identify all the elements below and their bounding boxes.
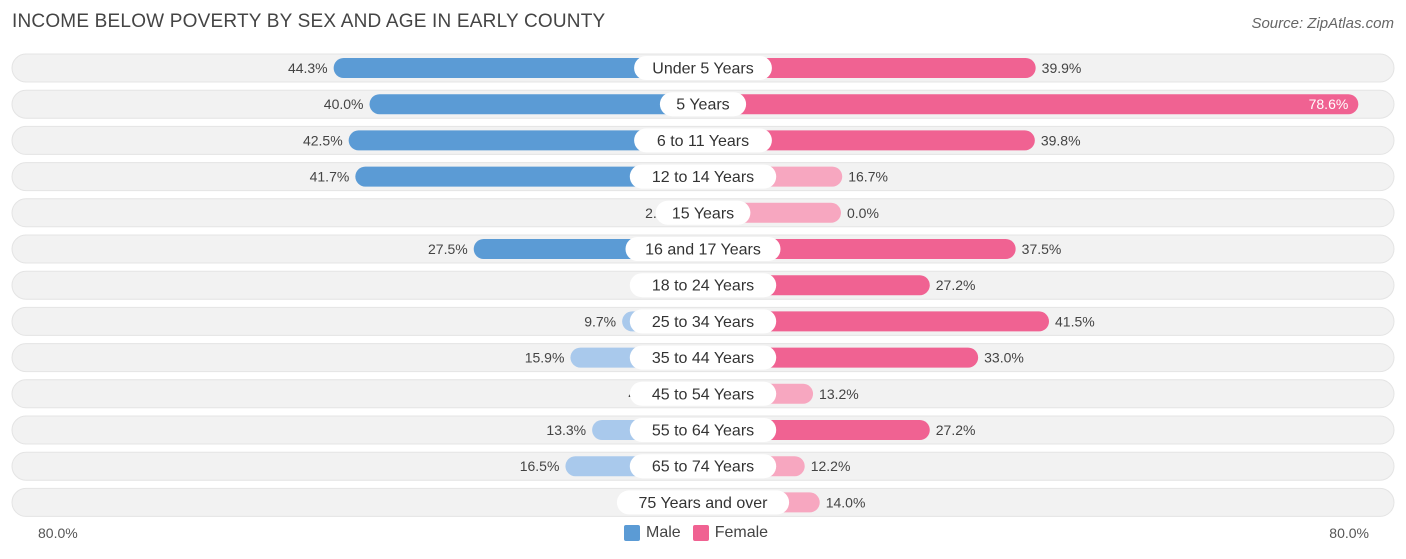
category-label: 15 Years (672, 205, 734, 222)
category-pill (629, 454, 777, 479)
category-label: 35 to 44 Years (652, 350, 754, 367)
data-label-male: 40.0% (324, 96, 364, 112)
chart-row: 9.7% 41.5% 25 to 34 Years (11, 306, 1395, 336)
category-pill (629, 418, 777, 442)
data-label-female: 13.2% (819, 386, 859, 402)
data-label-female: 16.7% (848, 169, 888, 185)
data-label-female: 27.2% (936, 277, 976, 293)
category-label: Under 5 Years (652, 61, 753, 78)
category-pill (634, 128, 772, 153)
category-pill (629, 273, 777, 298)
category-pill (655, 200, 751, 225)
category-label: 55 to 64 Years (652, 423, 754, 440)
bar-female (703, 94, 1359, 115)
bar-female (703, 311, 1050, 332)
category-label: 75 Years and over (639, 495, 769, 512)
bar-female (703, 58, 1036, 78)
chart-row: 44.3% 39.9% Under 5 Years (11, 53, 1395, 83)
data-label-female: 39.8% (1041, 132, 1081, 148)
chart-row: 2.9%27.2%18 to 24 Years (11, 270, 1395, 300)
data-label-female: 14.0% (826, 494, 866, 510)
data-label-female: 41.5% (1055, 313, 1095, 329)
chart-row: 16.5% 12.2% 65 to 74 Years (11, 451, 1395, 481)
category-label: 6 to 11 Years (657, 133, 749, 150)
category-pill (629, 345, 777, 370)
data-label-male: 9.7% (584, 313, 616, 329)
data-label-female: 33.0% (984, 350, 1024, 366)
category-pill (629, 381, 777, 406)
category-label: 16 and 17 Years (645, 242, 761, 259)
axis-left-label: 80.0% (38, 525, 78, 541)
chart-row: 42.5% 39.8% 6 to 11 Years (11, 125, 1395, 155)
category-pill (616, 490, 790, 515)
category-label: 25 to 34 Years (652, 314, 754, 331)
category-label: 65 to 74 Years (652, 459, 754, 476)
chart-row: 4.4%13.2%45 to 54 Years (11, 379, 1395, 409)
chart-row: 2.4%0.0%15 Years (11, 198, 1395, 228)
chart-row: 5.0%14.0%75 Years and over (11, 487, 1395, 517)
data-label-female: 39.9% (1042, 60, 1082, 76)
bar-male (333, 58, 703, 78)
category-pill (659, 92, 747, 117)
data-label-female: 78.6% (1309, 96, 1349, 112)
data-label-female: 0.0% (847, 205, 879, 221)
axis-right-label: 80.0% (1329, 525, 1369, 541)
chart-row: 41.7% 16.7% 12 to 14 Years (11, 162, 1395, 192)
category-label: 12 to 14 Years (652, 169, 754, 186)
data-label-male: 15.9% (525, 350, 565, 366)
data-label-male: 13.3% (546, 422, 586, 438)
category-label: 18 to 24 Years (652, 278, 754, 295)
bar-male (348, 130, 703, 151)
chart-row: 13.3% 27.2% 55 to 64 Years (11, 415, 1395, 445)
legend-label-female: Female (714, 524, 769, 541)
category-pill (625, 237, 781, 261)
data-label-male: 16.5% (520, 458, 560, 474)
category-label: 45 to 54 Years (652, 386, 754, 403)
legend-swatch-female (692, 525, 709, 541)
bar-female (703, 130, 1035, 151)
category-pill (629, 309, 777, 334)
bar-female (703, 239, 1016, 259)
bar-male (369, 94, 703, 115)
chart-row: 27.5% 37.5% 16 and 17 Years (11, 234, 1395, 264)
chart-row: 15.9% 33.0% 35 to 44 Years (11, 343, 1395, 373)
data-label-female: 12.2% (811, 458, 851, 474)
legend-item-male: Male (624, 524, 681, 542)
data-label-female: 37.5% (1022, 241, 1062, 257)
legend-swatch-male (624, 525, 640, 541)
data-label-male: 42.5% (303, 132, 343, 148)
legend-item-female: Female (692, 524, 769, 542)
bar-male (355, 166, 703, 187)
chart-title: INCOME BELOW POVERTY BY SEX AND AGE IN E… (12, 11, 606, 32)
data-label-male: 41.7% (310, 169, 350, 185)
source-label: Source: ZipAtlas.com (1251, 15, 1394, 32)
category-pill (634, 56, 772, 80)
chart-row: 40.0% 78.6% 5 Years (11, 89, 1395, 119)
category-label: 5 Years (676, 97, 729, 114)
legend-label-male: Male (646, 524, 681, 541)
data-label-male: 27.5% (428, 241, 468, 257)
category-pill (629, 164, 777, 189)
legend: Male Female (624, 524, 780, 542)
data-label-female: 27.2% (936, 422, 976, 438)
data-label-male: 44.3% (288, 60, 328, 76)
